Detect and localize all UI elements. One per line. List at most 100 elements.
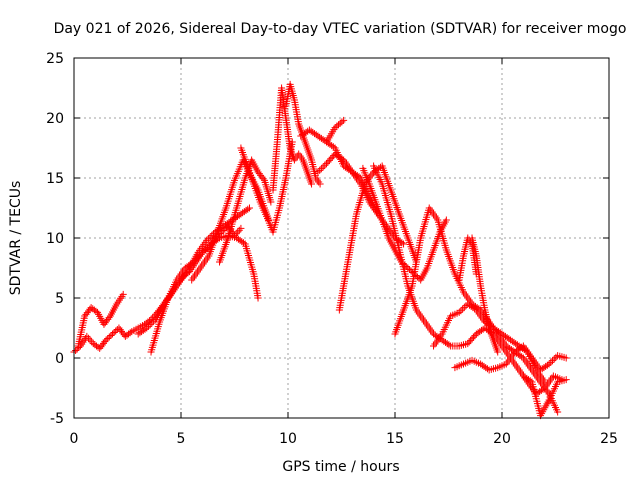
y-tick-label: 10	[46, 231, 64, 247]
data-point	[102, 336, 110, 344]
data-point	[316, 166, 324, 174]
data-point	[494, 348, 502, 356]
data-point	[146, 321, 154, 329]
data-point	[338, 118, 346, 126]
data-point	[400, 240, 408, 248]
data-point	[407, 267, 415, 275]
x-tick-label: 10	[279, 431, 297, 447]
data-point	[198, 248, 206, 256]
data-point	[324, 158, 332, 166]
data-point	[323, 160, 331, 168]
data-point	[232, 230, 240, 238]
data-point	[518, 353, 526, 361]
data-point	[245, 204, 253, 212]
data-point	[336, 119, 344, 127]
data-point	[467, 336, 475, 344]
data-point	[208, 231, 216, 239]
data-point	[457, 307, 465, 315]
y-tick-label: 25	[46, 51, 64, 67]
y-tick-label: 5	[55, 291, 64, 307]
data-point	[144, 322, 152, 330]
data-point	[101, 338, 109, 346]
data-point	[314, 168, 322, 176]
data-point	[404, 264, 412, 272]
data-point	[194, 253, 202, 261]
data-point	[308, 180, 316, 188]
data-point	[237, 224, 245, 232]
data-point	[239, 239, 247, 247]
y-axis-label: SDTVAR / TECUs	[8, 181, 24, 296]
data-point	[464, 340, 472, 348]
y-tick-label: 0	[55, 351, 64, 367]
data-point	[442, 216, 450, 224]
data-point	[235, 226, 243, 234]
data-point	[259, 175, 267, 183]
data-point	[333, 122, 341, 130]
data-point	[148, 319, 156, 327]
y-tick-label: 20	[46, 111, 64, 127]
data-point	[335, 121, 343, 129]
data-point	[327, 155, 335, 163]
data-point	[141, 325, 149, 333]
data-point	[110, 329, 118, 336]
series-track-21	[519, 372, 570, 420]
data-point	[206, 233, 214, 241]
data-point	[88, 338, 96, 346]
data-point	[483, 365, 491, 373]
x-tick-label: 0	[70, 431, 79, 447]
series-track-4	[147, 232, 262, 356]
x-tick-label: 5	[177, 431, 186, 447]
data-point	[469, 333, 477, 341]
data-point	[518, 343, 526, 351]
data-point	[554, 408, 562, 416]
data-point	[552, 353, 560, 361]
series-track-8	[269, 84, 316, 194]
data-point	[340, 116, 348, 124]
data-series	[70, 80, 570, 420]
data-point	[562, 376, 570, 384]
data-point	[193, 255, 201, 263]
data-point	[244, 205, 252, 213]
data-point	[460, 303, 468, 311]
data-point	[197, 250, 205, 258]
data-point	[468, 335, 476, 343]
data-point	[328, 153, 336, 161]
data-point	[445, 341, 453, 349]
data-point	[150, 317, 158, 325]
y-tick-label: 15	[46, 171, 64, 187]
data-point	[200, 247, 208, 255]
x-axis-label: GPS time / hours	[282, 459, 399, 475]
data-point	[317, 165, 325, 173]
series-track-19	[468, 234, 502, 356]
data-point	[73, 345, 81, 353]
series-track-16	[391, 204, 562, 416]
series-track-12	[323, 116, 348, 146]
data-point	[143, 324, 151, 332]
data-point	[254, 294, 262, 302]
data-point	[105, 314, 113, 322]
series-track-6	[216, 156, 275, 266]
data-point	[455, 308, 463, 316]
data-point	[203, 236, 211, 244]
axis-ticks: 0 5 10 15 20 25 -5 0 5 10 15 20 25	[46, 51, 618, 447]
data-point	[549, 357, 557, 365]
series-track-2	[74, 290, 127, 350]
data-point	[526, 377, 534, 385]
data-point	[204, 235, 212, 243]
y-tick-label: -5	[50, 411, 64, 427]
data-point	[316, 180, 324, 188]
data-point	[550, 355, 558, 363]
data-point	[547, 358, 555, 366]
data-point	[234, 228, 242, 236]
data-point	[196, 252, 204, 260]
data-point	[119, 290, 127, 298]
data-point	[459, 305, 467, 313]
data-point	[190, 258, 198, 266]
data-point	[545, 360, 553, 368]
data-point	[413, 273, 421, 281]
data-point	[331, 124, 339, 132]
data-point	[72, 347, 80, 354]
series-track-13	[335, 162, 420, 314]
series-track-20	[451, 342, 570, 374]
data-point	[319, 163, 327, 171]
